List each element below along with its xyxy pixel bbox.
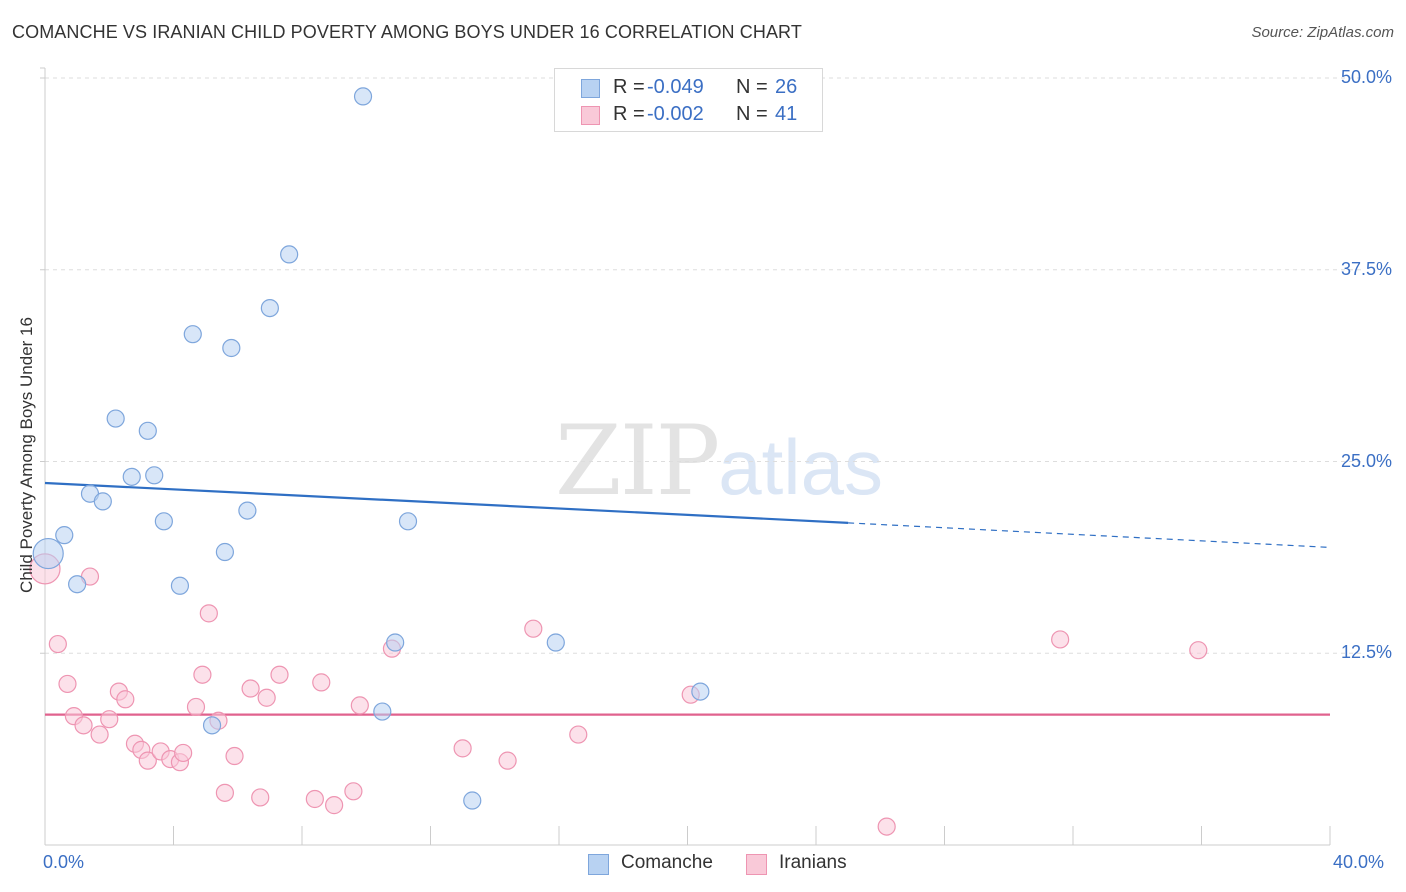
comanche-point [55, 526, 74, 545]
axes [40, 67, 1331, 846]
iranians-point [1189, 641, 1208, 660]
iranians-point [174, 743, 193, 763]
trend-lines [44, 481, 1331, 716]
comanche-point [222, 338, 241, 358]
legend-row-comanche: R = -0.049 N = 26 [555, 74, 822, 102]
iranians-point [305, 789, 324, 809]
iranians-point [138, 751, 157, 770]
n-value: 41 [775, 103, 798, 125]
correlation-legend: R = -0.049 N = 26 R = -0.002 N = 41 [554, 68, 823, 132]
iranians-point [251, 788, 270, 807]
iranians-swatch [581, 106, 600, 125]
iranians-point [58, 674, 77, 694]
iranians-point [116, 690, 135, 709]
iranians-swatch [746, 854, 767, 875]
watermark-atlas: atlas [718, 423, 883, 511]
comanche-point [546, 633, 565, 652]
iranians-point [257, 688, 276, 707]
comanche-point [386, 633, 405, 652]
comanche-swatch [581, 79, 600, 98]
r-value: -0.049 [647, 76, 704, 98]
comanche-point [202, 716, 222, 735]
legend-label: Comanche [621, 852, 713, 873]
iranians-point [453, 739, 472, 758]
comanche-point [691, 682, 710, 701]
comanche-point [183, 325, 202, 344]
iranians-point [325, 796, 344, 815]
iranians-point [270, 665, 289, 684]
y-axis-label: Child Poverty Among Boys Under 16 [17, 317, 36, 593]
iranians-point [524, 619, 543, 638]
comanche-point [145, 466, 164, 485]
iranians-point [241, 679, 260, 698]
comanche-point [93, 492, 112, 511]
source-credit: Source: ZipAtlas.com [1251, 24, 1394, 41]
iranians-point [193, 665, 212, 684]
comanche-point [122, 467, 141, 486]
comanche-point [68, 575, 87, 594]
comanche-point [373, 702, 392, 721]
comanche-swatch [588, 854, 609, 875]
iranians-point [344, 782, 363, 801]
iranians-point [569, 725, 588, 744]
r-label: R = [613, 76, 645, 98]
comanche-point [215, 542, 234, 562]
comanche-point [106, 409, 125, 428]
n-label: N = [736, 76, 768, 98]
iranians-point [74, 716, 93, 735]
comanche-trend-extension [848, 522, 1331, 549]
comanche-point [238, 501, 257, 520]
iranians-point [498, 751, 517, 770]
chart-title: COMANCHE VS IRANIAN CHILD POVERTY AMONG … [12, 22, 802, 42]
comanche-point [138, 421, 157, 440]
comanche-point [260, 299, 279, 318]
iranians-point [186, 697, 206, 717]
comanche-point [170, 576, 190, 595]
r-label: R = [613, 103, 645, 125]
x-tick-label-min: 0.0% [43, 852, 85, 872]
x-tick-label-max: 40.0% [1333, 852, 1385, 872]
iranians-point [90, 725, 109, 744]
y-tick-label: 37.5% [1340, 258, 1392, 279]
iranians-point [225, 746, 244, 766]
iranians-point [350, 696, 369, 715]
comanche-point [463, 791, 482, 810]
data-points [29, 87, 1208, 836]
grid-lines [45, 77, 1365, 654]
legend-label: Iranians [779, 852, 847, 873]
r-value: -0.002 [647, 103, 704, 125]
y-tick-label: 50.0% [1340, 67, 1392, 87]
n-value: 26 [775, 76, 798, 98]
comanche-trend-line [44, 481, 849, 524]
iranians-point [1051, 630, 1070, 649]
iranians-point [48, 634, 67, 654]
iranians-point [199, 604, 218, 623]
comanche-point [32, 537, 64, 570]
n-label: N = [736, 103, 768, 125]
comanche-point [154, 512, 173, 531]
y-tick-label: 25.0% [1340, 450, 1392, 471]
comanche-point [398, 512, 418, 531]
comanche-point [353, 87, 373, 106]
iranians-point [100, 710, 119, 729]
y-tick-label: 12.5% [1340, 642, 1392, 663]
comanche-point [280, 245, 299, 264]
iranians-point [877, 817, 896, 836]
iranians-point [312, 673, 331, 692]
legend-row-iranians: R = -0.002 N = 41 [555, 101, 822, 129]
iranians-point [215, 783, 234, 802]
